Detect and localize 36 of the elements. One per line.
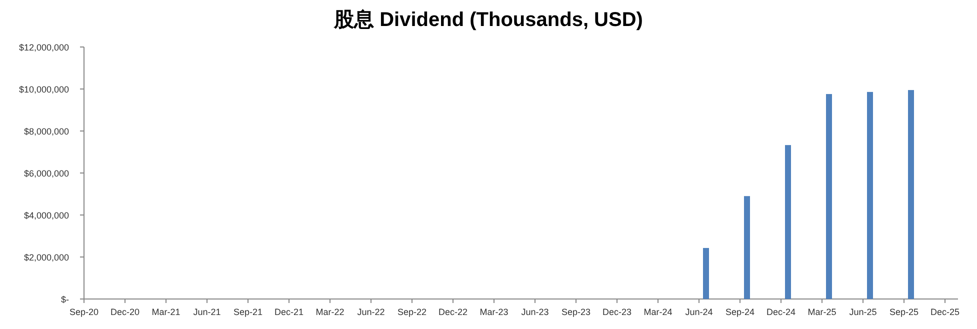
y-tick-label: $10,000,000: [18, 84, 69, 94]
x-tick-label: Dec-20: [110, 307, 140, 317]
x-tick-label: Mar-24: [644, 307, 672, 317]
x-tick-label: Mar-23: [480, 307, 508, 317]
bar: [908, 90, 914, 299]
x-tick-label: Mar-25: [808, 307, 836, 317]
y-tick-label: $6,000,000: [24, 168, 69, 178]
x-tick-label: Dec-21: [274, 307, 304, 317]
bar: [703, 248, 709, 299]
x-tick-label: Dec-25: [930, 307, 960, 317]
x-tick-label: Jun-23: [521, 307, 549, 317]
x-tick-label: Dec-23: [602, 307, 632, 317]
x-tick-label: Dec-22: [438, 307, 468, 317]
y-tick-label: $12,000,000: [18, 42, 69, 52]
y-tick-label: $-: [60, 294, 69, 304]
y-tick-label: $2,000,000: [24, 252, 69, 262]
x-tick-label: Sep-20: [69, 307, 99, 317]
bar: [867, 92, 873, 299]
x-tick-label: Sep-22: [397, 307, 427, 317]
x-tick-label: Sep-24: [725, 307, 755, 317]
chart-title: 股息 Dividend (Thousands, USD): [333, 9, 643, 31]
y-tick-label: $4,000,000: [24, 210, 69, 220]
x-tick-label: Sep-21: [233, 307, 263, 317]
bar: [826, 94, 832, 299]
bar: [744, 196, 750, 299]
bar: [785, 145, 791, 299]
x-tick-label: Sep-23: [561, 307, 591, 317]
x-tick-label: Jun-22: [357, 307, 385, 317]
x-tick-label: Jun-21: [193, 307, 221, 317]
x-tick-label: Jun-24: [685, 307, 713, 317]
x-tick-label: Sep-25: [889, 307, 919, 317]
x-tick-label: Mar-22: [316, 307, 344, 317]
x-tick-label: Mar-21: [152, 307, 180, 317]
y-tick-label: $8,000,000: [24, 126, 69, 136]
x-tick-label: Dec-24: [766, 307, 796, 317]
x-tick-label: Jun-25: [849, 307, 877, 317]
